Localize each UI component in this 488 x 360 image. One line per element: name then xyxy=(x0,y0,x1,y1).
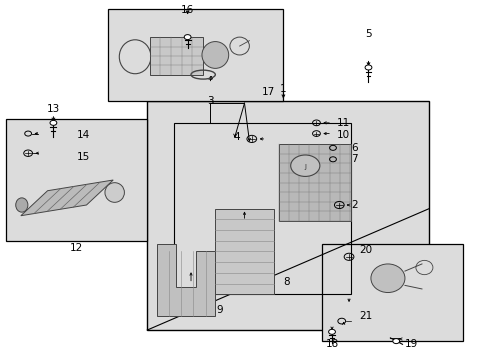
Text: 16: 16 xyxy=(181,5,194,15)
Ellipse shape xyxy=(202,41,228,68)
Bar xyxy=(149,37,203,75)
Circle shape xyxy=(184,35,191,40)
Text: 7: 7 xyxy=(351,154,357,164)
Text: 20: 20 xyxy=(359,245,372,255)
Text: 3: 3 xyxy=(207,96,213,107)
Circle shape xyxy=(290,155,319,176)
Ellipse shape xyxy=(16,198,28,212)
Text: 19: 19 xyxy=(404,339,417,349)
Text: 15: 15 xyxy=(77,152,90,162)
Text: 4: 4 xyxy=(233,132,239,142)
Bar xyxy=(215,208,273,294)
Text: 12: 12 xyxy=(70,243,83,253)
Bar xyxy=(322,244,462,341)
Ellipse shape xyxy=(370,264,404,293)
Circle shape xyxy=(365,65,371,70)
Bar xyxy=(108,9,283,102)
Circle shape xyxy=(328,329,335,334)
Text: 5: 5 xyxy=(365,28,371,39)
Text: 18: 18 xyxy=(325,339,338,349)
Text: J: J xyxy=(304,165,305,171)
Text: 8: 8 xyxy=(283,277,289,287)
Bar xyxy=(174,123,351,294)
Text: 11: 11 xyxy=(336,118,349,128)
Text: 21: 21 xyxy=(359,311,372,321)
Bar xyxy=(147,102,428,330)
Text: 13: 13 xyxy=(47,104,60,113)
Text: 1: 1 xyxy=(280,84,286,94)
Ellipse shape xyxy=(105,183,124,202)
Circle shape xyxy=(392,339,399,343)
Text: 10: 10 xyxy=(336,130,349,140)
Text: 2: 2 xyxy=(351,200,357,210)
Polygon shape xyxy=(21,180,113,216)
Text: 9: 9 xyxy=(216,305,222,315)
Text: 6: 6 xyxy=(351,143,357,153)
Circle shape xyxy=(50,120,57,125)
Text: 17: 17 xyxy=(261,87,274,98)
Polygon shape xyxy=(157,244,215,316)
Bar xyxy=(278,144,351,221)
Text: 14: 14 xyxy=(77,130,90,140)
Bar xyxy=(6,119,147,241)
